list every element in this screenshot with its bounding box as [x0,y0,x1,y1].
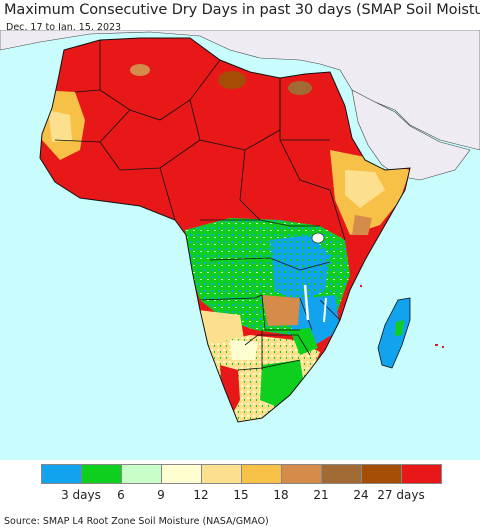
lake-tanganyika [303,284,310,321]
island-mark [435,344,438,346]
legend-swatch [81,464,122,484]
legend-tick-label: 21 [313,488,329,502]
map-title: Maximum Consecutive Dry Days in past 30 … [4,2,480,18]
legend-tick-label: 9 [157,488,165,502]
legend-swatch [401,464,442,484]
lake-malawi [323,297,327,323]
legend-swatch [241,464,282,484]
legend-swatch [41,464,82,484]
color-legend: 3 days 6 9 12 15 18 21 24 27 days [0,464,480,508]
country-borders [54,40,346,371]
date-range: Dec. 17 to Jan. 15, 2023 [6,22,122,33]
legend-tick-label: 24 [353,488,369,502]
legend-tick-label: 27 days [377,488,425,502]
map-panel [0,30,480,460]
arabian-peninsula-land [351,89,471,181]
lake-victoria [311,232,325,244]
legend-tick-label: 15 [233,488,249,502]
legend-tick-label: 3 days [61,488,101,502]
legend-swatch [161,464,202,484]
europe-middle-east-land [0,30,480,151]
legend-tick-label: 12 [193,488,209,502]
legend-tick-label: 6 [117,488,125,502]
legend-swatch [281,464,322,484]
legend-swatch [121,464,162,484]
legend-swatch [361,464,402,484]
africa-dry-days-map [0,30,480,460]
island-mark [442,346,444,348]
legend-swatch [321,464,362,484]
island-mark [360,285,362,287]
madagascar [377,297,411,369]
legend-tick-label: 18 [273,488,289,502]
legend-swatch [201,464,242,484]
africa-coastline [39,37,411,423]
data-source: Source: SMAP L4 Root Zone Soil Moisture … [4,516,269,527]
